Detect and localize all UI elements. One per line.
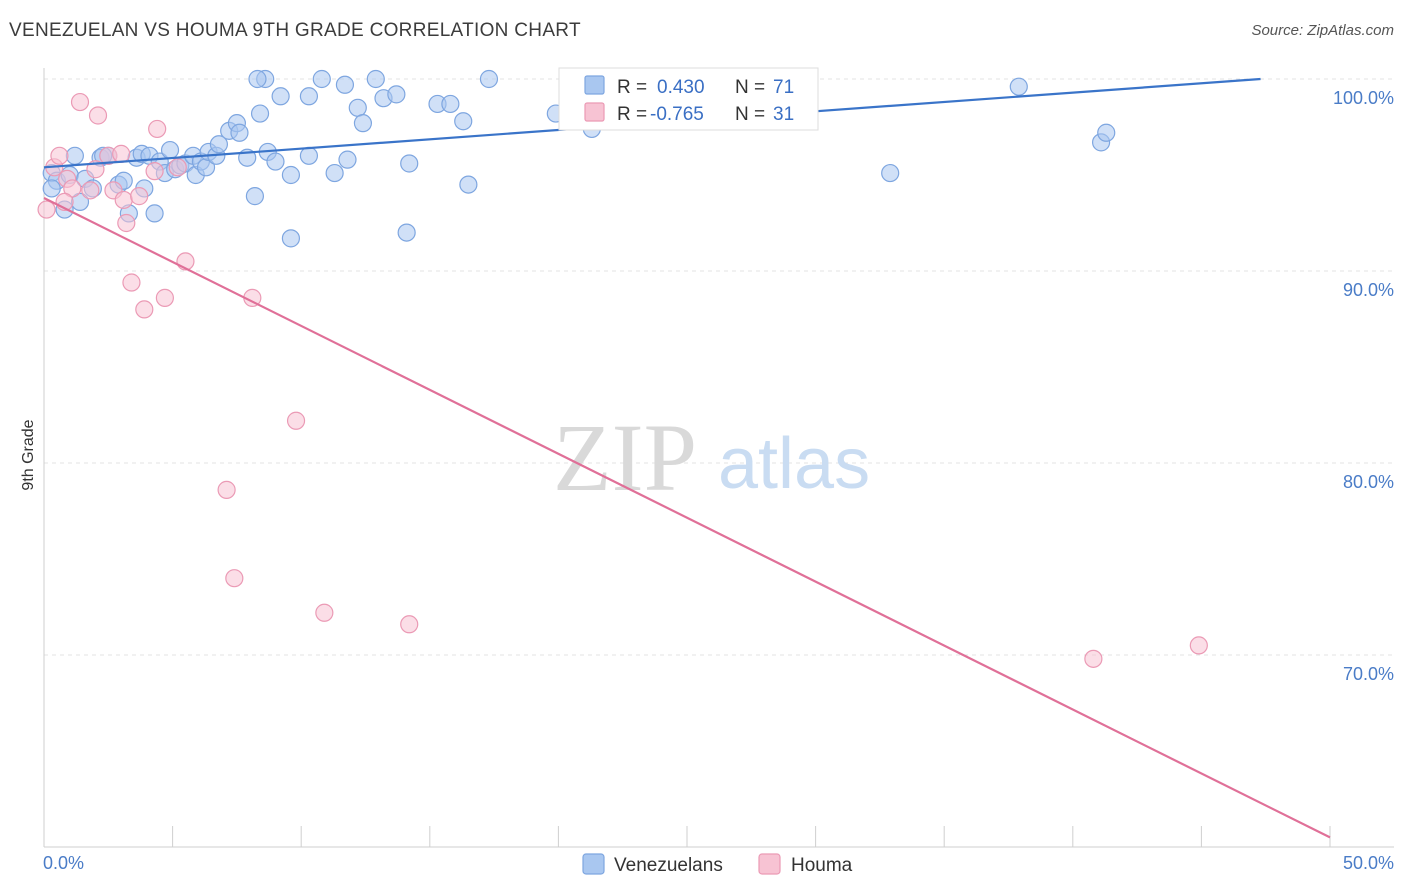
- stats-n-label-venezuelans: N =: [735, 77, 765, 98]
- venezuelans-point-40: [271, 87, 290, 106]
- legend-swatch-venezuelans: [582, 853, 605, 875]
- y-axis-title: 9th Grade: [20, 419, 37, 490]
- x-axis-tick-labels: 0.0% 50.0%: [43, 853, 1394, 873]
- venezuelans-point-45: [325, 163, 344, 183]
- stats-r-label-houma: R =: [617, 104, 647, 125]
- venezuelans-point-20: [160, 140, 180, 160]
- houma-point-13: [117, 213, 136, 233]
- y-tick-label-2: 90.0%: [1343, 280, 1394, 300]
- axes: [43, 68, 1394, 848]
- houma-point-25: [286, 411, 306, 430]
- y-axis-tick-labels: 70.0% 80.0% 90.0% 100.0%: [1333, 88, 1394, 684]
- venezuelans-point-49: [353, 114, 373, 133]
- venezuelans-point-39: [266, 152, 285, 171]
- houma-point-23: [225, 569, 244, 588]
- x-tick-label-1: 50.0%: [1343, 853, 1394, 873]
- watermark: ZIP atlas: [553, 404, 870, 511]
- venezuelans-point-63: [881, 163, 900, 183]
- houma-point-16: [135, 300, 154, 319]
- venezuelans-point-50: [366, 69, 385, 89]
- houma-point-19: [155, 288, 174, 307]
- houma-point-11: [112, 144, 131, 163]
- houma-point-5: [70, 92, 90, 112]
- houma-point-26: [315, 603, 334, 622]
- venezuelans-point-17: [145, 204, 164, 223]
- houma-point-29: [1189, 636, 1208, 655]
- houma-point-12: [114, 190, 133, 210]
- venezuelans-point-70: [281, 165, 301, 185]
- houma-point-6: [81, 181, 100, 200]
- data-points: [37, 69, 1208, 668]
- venezuelans-point-57: [454, 112, 473, 131]
- venezuelans-point-35: [245, 187, 265, 206]
- y-tick-label-1: 80.0%: [1343, 472, 1394, 492]
- venezuelans-swatch: [584, 75, 605, 95]
- venezuelans-point-33: [230, 123, 249, 142]
- stats-n-label-houma: N =: [735, 104, 765, 125]
- stats-r-value-venezuelans: 0.430: [657, 77, 705, 98]
- venezuelans-point-64: [1009, 77, 1028, 96]
- venezuelans-point-42: [299, 87, 319, 106]
- houma-point-14: [122, 273, 141, 292]
- houma-point-18: [148, 119, 167, 139]
- legend-label-houma: Houma: [791, 855, 853, 876]
- y-tick-label-0: 70.0%: [1343, 664, 1394, 684]
- x-tick-label-0: 0.0%: [43, 853, 84, 873]
- stats-n-value-houma: 31: [773, 104, 794, 125]
- y-tick-label-3: 100.0%: [1333, 88, 1394, 108]
- venezuelans-point-44: [312, 69, 331, 89]
- houma-point-28: [1084, 649, 1103, 668]
- venezuelans-point-58: [459, 175, 478, 194]
- chart-title: VENEZUELAN VS HOUMA 9TH GRADE CORRELATIO…: [9, 20, 581, 41]
- venezuelans-point-56: [441, 94, 460, 114]
- venezuelans-point-43: [299, 146, 319, 165]
- stats-r-label-venezuelans: R =: [617, 77, 647, 98]
- venezuelans-point-41: [281, 229, 301, 248]
- houma-point-8: [88, 106, 108, 125]
- houma-point-27: [400, 615, 419, 634]
- venezuelans-point-30: [209, 135, 228, 154]
- houma-trend-line: [43, 197, 1331, 839]
- venezuelans-point-59: [479, 69, 499, 89]
- venezuelans-point-46: [335, 75, 355, 94]
- venezuelans-point-69: [248, 69, 267, 89]
- houma-point-17: [145, 162, 164, 181]
- stats-legend: R = 0.430 N = 71 R = -0.765 N = 31: [558, 67, 819, 131]
- x-axis-ticks: [172, 826, 1331, 847]
- legend-label-venezuelans: Venezuelans: [614, 855, 723, 876]
- series-legend: Venezuelans Houma: [582, 853, 853, 876]
- legend-swatch-houma: [758, 853, 781, 875]
- venezuelans-point-48: [348, 98, 367, 117]
- houma-point-20: [168, 158, 187, 177]
- houma-point-15: [130, 187, 149, 206]
- houma-point-2: [50, 146, 69, 165]
- chart-source: Source: ZipAtlas.com: [1251, 22, 1394, 39]
- venezuelans-point-66: [1097, 123, 1116, 142]
- stats-r-value-houma: -0.765: [650, 104, 704, 125]
- houma-point-4: [63, 179, 82, 198]
- stats-n-value-venezuelans: 71: [773, 77, 794, 98]
- venezuelans-point-47: [338, 150, 357, 169]
- houma-point-0: [37, 200, 56, 219]
- venezuelans-point-36: [250, 104, 270, 123]
- venezuelans-point-4: [65, 146, 84, 165]
- houma-swatch: [584, 102, 605, 122]
- venezuelans-point-54: [400, 154, 419, 173]
- watermark-atlas: atlas: [718, 424, 870, 504]
- venezuelans-point-52: [387, 85, 406, 104]
- venezuelans-point-53: [397, 223, 416, 242]
- venezuelans-point-67: [42, 179, 61, 198]
- houma-point-22: [217, 480, 236, 499]
- watermark-zip: ZIP: [553, 404, 697, 511]
